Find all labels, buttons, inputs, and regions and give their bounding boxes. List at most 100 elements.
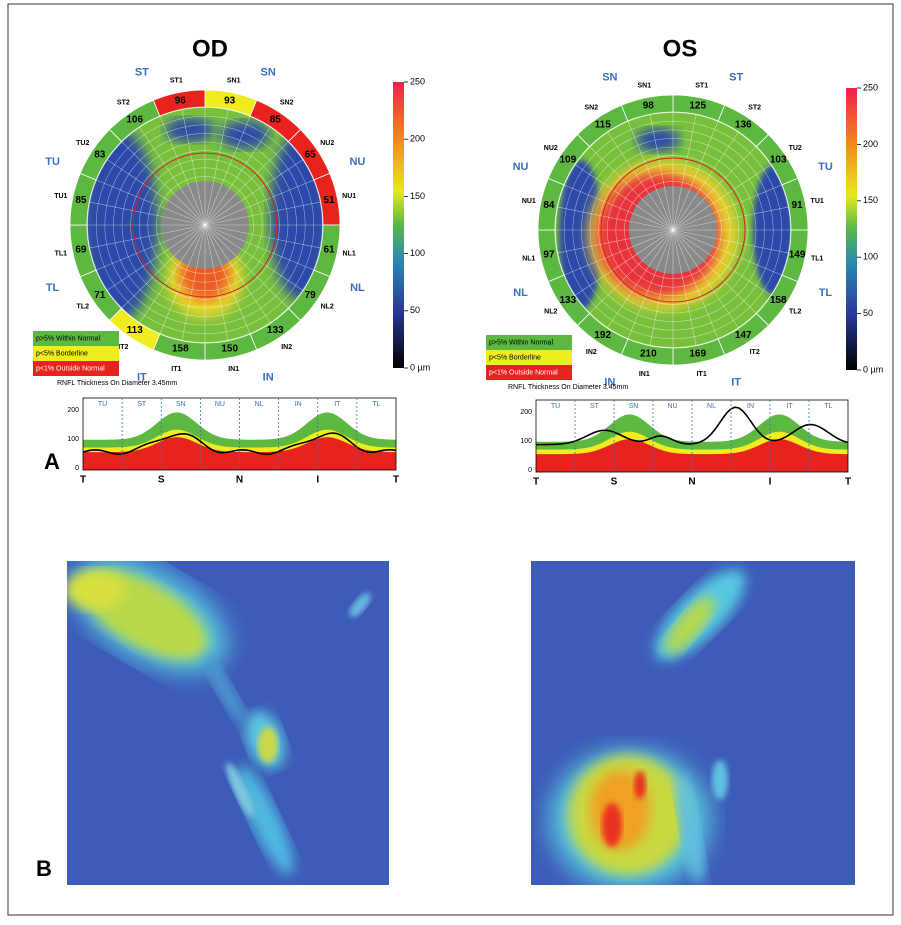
sector-code: IT1 <box>697 371 707 378</box>
sector-value: 83 <box>94 149 106 160</box>
en-face-image <box>54 534 389 885</box>
x-tick-label: T <box>845 477 851 488</box>
section-label: TL <box>372 401 380 408</box>
sector-code: ST1 <box>170 78 183 85</box>
legend-text: p<5% Borderline <box>489 354 541 361</box>
y-tick-label: 0 <box>75 465 79 472</box>
sector-code: TL2 <box>789 309 802 316</box>
y-tick-label: 100 <box>520 438 532 445</box>
colorbar-label: 200 <box>863 139 878 149</box>
sector-code: ST2 <box>117 100 130 107</box>
eye-title: OS <box>663 35 698 62</box>
legend-text: p<1% Outside Normal <box>36 365 105 372</box>
region-label: TL <box>46 282 60 294</box>
x-tick-label: S <box>611 477 618 488</box>
region-label: IN <box>263 371 274 383</box>
sector-value: 125 <box>689 101 706 112</box>
sector-code: NL1 <box>522 256 535 263</box>
region-label: SN <box>602 71 617 83</box>
figure: A B OD93SN185SN2 <box>0 0 901 920</box>
sector-code: SN1 <box>638 83 652 90</box>
colorbar-label: 250 <box>410 76 425 86</box>
sector-code: NU1 <box>342 193 356 200</box>
sector-code: IT2 <box>118 344 128 351</box>
sector-value: 113 <box>127 325 144 336</box>
colorbar-label: 150 <box>410 191 425 201</box>
section-label: SN <box>176 401 186 408</box>
region-label: TU <box>818 161 833 173</box>
section-label: IN <box>295 401 302 408</box>
sector-value: 103 <box>770 154 787 165</box>
sector-value: 71 <box>94 290 106 301</box>
sector-value: 91 <box>792 200 804 211</box>
x-tick-label: N <box>688 477 695 488</box>
sector-code: NL2 <box>321 304 334 311</box>
colorbar <box>393 82 404 368</box>
x-tick-label: I <box>316 475 319 486</box>
region-label: NU <box>513 161 529 173</box>
sector-code: NL1 <box>343 251 356 258</box>
colorbar-label: 150 <box>863 195 878 205</box>
x-tick-label: T <box>80 475 86 486</box>
panel-label: B <box>36 856 52 881</box>
caption: RNFL Thickness On Diameter 3.45mm <box>508 384 628 391</box>
section-label: ST <box>137 401 147 408</box>
sector-code: TL1 <box>55 251 68 258</box>
section-label: IT <box>786 403 793 410</box>
sector-value: 69 <box>75 244 87 255</box>
sector-code: NL2 <box>544 309 557 316</box>
sector-value: 96 <box>175 96 187 107</box>
region-label: IT <box>731 376 741 388</box>
section-label: TU <box>551 403 560 410</box>
colorbar-label: 50 <box>863 308 873 318</box>
colorbar-label: 0 µm <box>863 364 883 374</box>
sector-code: IT1 <box>171 366 181 373</box>
x-tick-label: N <box>236 475 243 486</box>
sector-code: IN2 <box>281 344 292 351</box>
sector-code: TL2 <box>77 304 90 311</box>
sector-code: TU2 <box>76 140 89 147</box>
section-label: NU <box>215 401 225 408</box>
sector-code: TU1 <box>54 193 67 200</box>
sector-code: SN2 <box>280 100 294 107</box>
sector-value: 147 <box>735 330 752 341</box>
section-label: IN <box>747 403 754 410</box>
sector-code: IN1 <box>639 371 650 378</box>
sector-value: 169 <box>689 349 706 360</box>
section-label: NU <box>667 403 677 410</box>
sector-code: SN1 <box>227 78 241 85</box>
sector-value: 158 <box>172 344 189 355</box>
sector-code: IN2 <box>586 349 597 356</box>
sector-value: 98 <box>643 101 655 112</box>
section-label: NL <box>255 401 264 408</box>
sector-code: TU2 <box>789 145 802 152</box>
section-label: TU <box>98 401 107 408</box>
sector-value: 133 <box>267 325 284 336</box>
sector-value: 150 <box>221 344 238 355</box>
region-label: TU <box>45 156 60 168</box>
eye-title: OD <box>192 35 228 62</box>
y-tick-label: 200 <box>67 407 79 414</box>
legend-text: p<1% Outside Normal <box>489 369 558 376</box>
sector-value: 97 <box>543 249 555 260</box>
x-tick-label: I <box>769 477 772 488</box>
sector-value: 65 <box>305 149 317 160</box>
en-face-image <box>531 557 855 890</box>
x-tick-label: S <box>158 475 165 486</box>
colorbar <box>846 88 857 370</box>
sector-value: 192 <box>594 330 611 341</box>
x-tick-label: T <box>393 475 399 486</box>
colorbar-label: 200 <box>410 134 425 144</box>
sector-value: 136 <box>735 119 752 130</box>
region-label: TL <box>819 287 833 299</box>
colorbar-label: 250 <box>863 82 878 92</box>
section-label: SN <box>629 403 639 410</box>
y-tick-label: 200 <box>520 409 532 416</box>
colorbar-label: 50 <box>410 305 420 315</box>
sector-code: TU1 <box>811 198 824 205</box>
sector-value: 115 <box>595 119 612 130</box>
sector-code: SN2 <box>585 105 599 112</box>
sector-value: 106 <box>126 114 143 125</box>
sector-code: TL1 <box>811 256 824 263</box>
section-label: NL <box>707 403 716 410</box>
